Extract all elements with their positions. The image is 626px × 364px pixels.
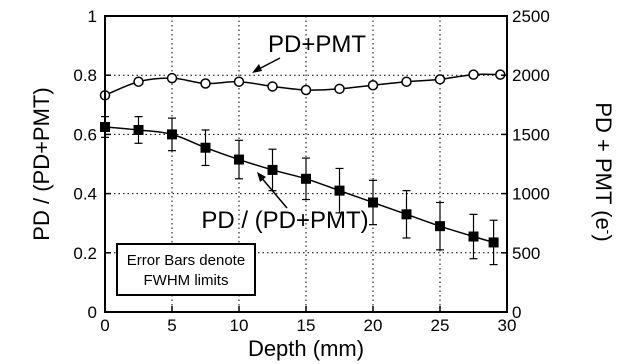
ratio-arrowhead — [257, 172, 266, 182]
data-point-square — [133, 124, 144, 135]
x-tick-label: 0 — [100, 316, 109, 335]
data-point-circle — [334, 83, 345, 95]
x-tick-label: 5 — [167, 316, 176, 335]
data-point-square — [435, 221, 445, 232]
data-point-square — [234, 154, 244, 165]
data-point-square — [368, 197, 378, 208]
data-point-circle — [166, 72, 178, 84]
y-axis-right-label: PD + PMT (e-) — [591, 102, 617, 241]
x-tick-label: 10 — [230, 316, 249, 335]
data-point-square — [167, 129, 177, 140]
y-right-tick-label: 2500 — [512, 7, 550, 26]
data-point-circle — [367, 80, 379, 91]
data-point-circle — [200, 78, 211, 89]
data-point-circle — [401, 76, 412, 87]
y-right-tick-label: 1500 — [512, 125, 550, 144]
y-right-tick-label: 2000 — [512, 66, 550, 85]
data-point-square — [200, 142, 211, 153]
pdpmt-series-annotation: PD+PMT — [268, 31, 366, 58]
data-point-circle — [468, 69, 479, 80]
data-point-circle — [267, 81, 278, 92]
data-point-square — [488, 237, 499, 248]
y-right-tick-label: 500 — [512, 244, 540, 263]
y-left-tick-label: 0.8 — [73, 66, 97, 85]
data-point-circle — [434, 74, 446, 85]
x-tick-label: 20 — [364, 316, 383, 335]
data-point-circle — [300, 84, 312, 96]
note-line-1: Error Bars denote — [127, 252, 245, 269]
chart-marks — [99, 69, 506, 266]
y-axis-left-label: PD / (PD+PMT) — [29, 87, 54, 240]
data-point-circle — [233, 76, 245, 87]
data-point-square — [401, 209, 412, 220]
y-left-tick-label: 0 — [88, 303, 97, 322]
tick-labels: 0 5 10 15 20 25 3000.20.40.60.8105001000150020… — [73, 7, 549, 335]
x-axis-label: Depth (mm) — [248, 336, 364, 361]
y-right-tick-label: 1000 — [512, 185, 550, 204]
data-point-square — [267, 164, 278, 175]
y-left-tick-label: 1 — [88, 7, 97, 26]
y-left-tick-label: 0.6 — [73, 125, 97, 144]
data-point-square — [334, 185, 345, 196]
data-point-circle — [133, 76, 144, 87]
pdpmt-arrowhead — [252, 64, 262, 73]
ratio-series-annotation: PD / (PD+PMT) — [201, 207, 368, 234]
y-left-tick-label: 0.2 — [73, 244, 97, 263]
ratio-annotation-arrow — [259, 175, 288, 209]
x-tick-label: 25 — [431, 316, 450, 335]
y-left-tick-label: 0.4 — [73, 185, 97, 204]
note-line-2: FWHM limits — [144, 272, 229, 289]
data-point-square — [301, 173, 311, 184]
x-tick-label: 30 — [498, 316, 517, 335]
data-point-square — [468, 231, 479, 242]
y-right-tick-label: 0 — [512, 303, 521, 322]
x-tick-label: 15 — [297, 316, 316, 335]
error-bar-note-box: Error Bars denote FWHM limits — [116, 243, 256, 296]
